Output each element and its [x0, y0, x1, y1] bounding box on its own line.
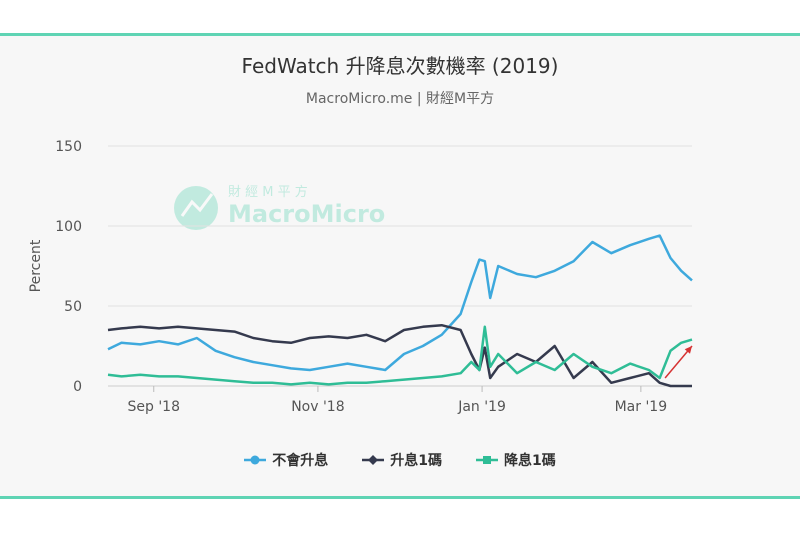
legend-diamond-icon: [362, 455, 385, 465]
x-tick-label: Jan '19: [457, 399, 506, 415]
legend-label: 不會升息: [272, 453, 329, 469]
series-line: [107, 323, 692, 388]
legend-label: 升息1碼: [390, 453, 442, 469]
legend-item[interactable]: 升息1碼: [362, 450, 442, 470]
y-axis-label: Percent: [28, 239, 44, 292]
chart-frame: FedWatch 升降息次數機率 (2019) MacroMicro.me | …: [0, 33, 800, 499]
watermark-logo-icon: [174, 186, 218, 230]
watermark-logo-line: [180, 193, 214, 217]
x-tick-label: Sep '18: [128, 399, 181, 415]
chart-title: FedWatch 升降息次數機率 (2019): [241, 54, 559, 78]
chart-subtitle: MacroMicro.me | 財經M平方: [305, 91, 495, 107]
series-line: [107, 325, 693, 386]
trend-arrow-head: [684, 346, 692, 354]
watermark-text-bottom: MacroMicro: [228, 200, 385, 228]
legend-square-icon: [476, 456, 498, 464]
watermark: 財 經 M 平 方 MacroMicro: [174, 184, 385, 230]
x-tick-label: Mar '19: [615, 399, 668, 415]
chart-plot: 財 經 M 平 方 MacroMicro 0 50 100 150 Percent Sep…: [28, 139, 693, 415]
y-tick-label: 150: [55, 139, 82, 155]
y-tick-label: 100: [55, 219, 82, 235]
legend-item[interactable]: 降息1碼: [476, 450, 556, 470]
y-tick-label: 50: [64, 299, 82, 315]
y-tick-label: 0: [73, 379, 82, 395]
legend-item[interactable]: 不會升息: [244, 450, 328, 470]
legend-circle-icon: [244, 455, 267, 465]
chart-legend: 不會升息 升息1碼 降息1碼: [0, 450, 800, 470]
watermark-text-top: 財 經 M 平 方: [228, 184, 308, 200]
legend-label: 降息1碼: [504, 453, 556, 469]
x-tick-label: Nov '18: [291, 399, 344, 415]
series-line: [107, 234, 693, 372]
